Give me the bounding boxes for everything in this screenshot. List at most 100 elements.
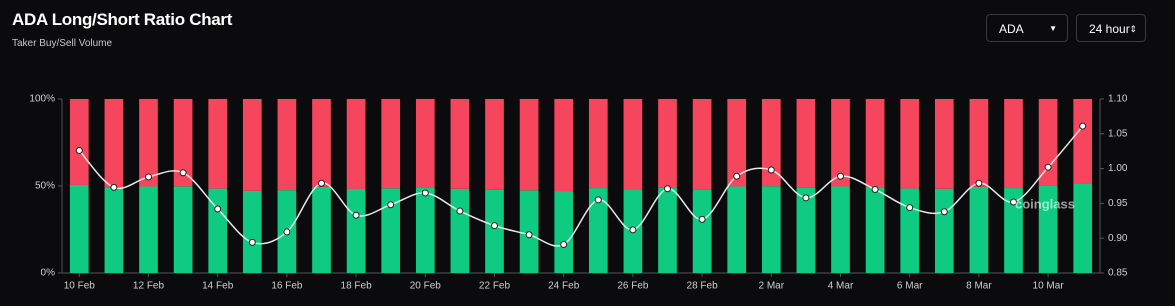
x-tick-label: 22 Feb (479, 281, 511, 292)
bar-segment (865, 187, 885, 273)
bar-segment (900, 99, 920, 189)
interval-select[interactable]: 24 hour ⇕ (1076, 14, 1146, 42)
x-tick-label: 28 Feb (687, 281, 719, 292)
ratio-point (421, 189, 429, 197)
x-tick-label: 18 Feb (341, 281, 373, 292)
bar-segment (796, 99, 816, 188)
bar-segment (588, 99, 608, 189)
bar-segment (554, 99, 574, 192)
bar-segment (1073, 183, 1093, 273)
x-tick-label: 8 Mar (966, 281, 992, 292)
y2-tick-label: 1.00 (1108, 163, 1128, 174)
ratio-point (456, 207, 464, 215)
bar-segment (173, 99, 193, 187)
x-tick-label: 10 Mar (1033, 281, 1065, 292)
bar-segment (208, 188, 228, 273)
bar-segment (381, 188, 401, 273)
symbol-select[interactable]: ADA ▼ (986, 14, 1068, 42)
bar-segment (831, 99, 850, 187)
bar-segment (969, 186, 989, 273)
y-tick-label: 100% (29, 94, 55, 105)
ratio-point (318, 179, 325, 187)
bar-segment (658, 187, 677, 273)
x-tick-label: 16 Feb (271, 281, 303, 292)
bar-segment (69, 184, 89, 273)
bar-segment (69, 99, 89, 185)
dropdown-caret: ▼ (1049, 24, 1057, 33)
bar-segment (658, 99, 677, 188)
x-tick-label: 6 Mar (897, 281, 923, 292)
ratio-point (283, 228, 291, 236)
y-tick-label: 50% (35, 181, 55, 192)
bar-segment (796, 187, 816, 273)
bar-segment (1004, 188, 1023, 273)
ratio-point (837, 172, 844, 180)
watermark: coinglass (1015, 196, 1075, 211)
ratio-point (1079, 122, 1087, 130)
symbol-value: ADA (999, 22, 1024, 36)
ratio-point (940, 208, 948, 216)
bar-segment (139, 99, 158, 187)
ratio-point (248, 238, 256, 246)
y-tick-label: 0% (41, 268, 56, 279)
interval-value: 24 hour (1089, 22, 1130, 36)
ratio-point (145, 173, 152, 181)
x-tick-label: 10 Feb (64, 281, 96, 292)
y2-tick-label: 0.85 (1108, 268, 1128, 279)
bar-segment (312, 186, 331, 273)
ratio-point (179, 169, 187, 177)
stepper-icon: ⇕ (1129, 24, 1137, 34)
bar-segment (104, 187, 124, 273)
x-tick-label: 2 Mar (759, 281, 785, 292)
bar-segment (969, 99, 989, 187)
bar-segment (727, 99, 747, 187)
ratio-point (214, 205, 222, 213)
bar-segment (727, 186, 747, 273)
ratio-point (1044, 163, 1052, 171)
bar-segment (1038, 186, 1058, 273)
bar-segment (139, 186, 158, 273)
y2-tick-label: 1.05 (1108, 128, 1128, 139)
x-tick-label: 4 Mar (828, 281, 854, 292)
bar-segment (934, 188, 954, 273)
bar-segment (831, 186, 850, 273)
bar-segment (381, 99, 401, 189)
chart-title: ADA Long/Short Ratio Chart (12, 10, 233, 29)
x-tick-label: 12 Feb (133, 281, 165, 292)
x-tick-label: 20 Feb (410, 281, 442, 292)
ratio-point (629, 226, 637, 234)
bar-segment (934, 99, 954, 189)
ratio-point (352, 211, 360, 219)
ratio-point (75, 147, 83, 155)
bar-segment (761, 99, 781, 187)
bar-segment (692, 189, 712, 273)
y2-tick-label: 0.95 (1108, 198, 1128, 209)
bar-segment (104, 99, 124, 188)
ratio-point (110, 183, 118, 191)
bar-segment (900, 188, 920, 273)
x-tick-label: 26 Feb (617, 281, 649, 292)
bar-segment (346, 188, 366, 273)
bar-segment (450, 188, 470, 273)
bar-segment (1038, 99, 1058, 186)
bar-segment (623, 99, 643, 191)
bar-segment (450, 99, 470, 189)
ratio-point (525, 231, 533, 239)
bar-segment (415, 99, 435, 188)
bar-segment (242, 99, 262, 191)
x-tick-label: 14 Feb (202, 281, 234, 292)
bar-segment (1004, 99, 1023, 189)
ratio-point (767, 166, 775, 174)
ratio-point (664, 185, 671, 193)
bar-segment (865, 99, 885, 188)
bar-segment (588, 188, 608, 273)
ratio-point (491, 222, 498, 230)
ratio-point (906, 204, 914, 212)
bar-segment (485, 99, 504, 190)
ratio-point (387, 201, 395, 209)
bar-segment (415, 187, 435, 273)
bar-segment (692, 99, 712, 190)
ratio-point (975, 179, 983, 187)
